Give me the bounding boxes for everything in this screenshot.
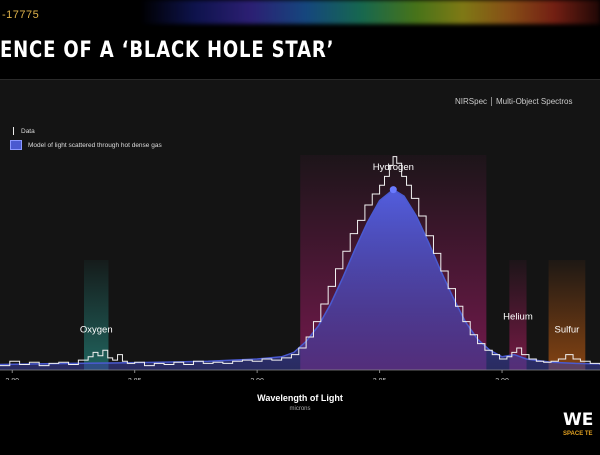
instrument-name: NIRSpec — [455, 97, 488, 106]
x-tick-label-2.80: 2.80 — [5, 378, 19, 380]
line-label-hydrogen: Hydrogen — [373, 162, 414, 173]
x-tick-label-2.95: 2.95 — [373, 378, 387, 380]
x-axis-unit: microns — [289, 406, 311, 412]
emission-band-helium — [509, 260, 527, 370]
legend-entry-data: Data — [10, 124, 162, 138]
line-label-helium: Helium — [503, 311, 533, 322]
spectrum-chart: 2.80 2.85 2.90 2.95 3.00 Oxygen Hydrogen Heliu… — [0, 155, 600, 380]
spectrum-banner — [140, 0, 600, 24]
page-title: ENCE OF A ‘BLACK HOLE STAR’ — [0, 38, 335, 63]
x-tick-label-3.00: 3.00 — [495, 378, 509, 380]
emission-band-oxygen — [84, 260, 109, 370]
legend-model-marker — [10, 140, 22, 150]
instrument-separator — [491, 97, 493, 107]
model-fill — [0, 189, 600, 370]
emission-band-sulfur — [548, 260, 586, 370]
legend-data-label: Data — [21, 127, 35, 135]
chart-legend: Data Model of light scattered through ho… — [10, 124, 162, 152]
legend-model-label: Model of light scattered through hot den… — [28, 141, 162, 149]
line-label-oxygen: Oxygen — [80, 325, 113, 336]
webb-logo: WE — [563, 410, 594, 430]
object-id: -17775 — [2, 9, 40, 21]
x-tick-label-2.85: 2.85 — [128, 378, 142, 380]
instrument-label: NIRSpec Multi-Object Spectros — [455, 97, 573, 107]
model-line — [0, 188, 600, 366]
line-label-sulfur: Sulfur — [555, 325, 580, 336]
legend-entry-model: Model of light scattered through hot den… — [10, 138, 162, 152]
data-spectrum — [0, 156, 600, 367]
webb-logo-subtext: SPACE TE — [563, 431, 593, 437]
model-peak-marker — [389, 186, 397, 194]
instrument-mode: Multi-Object Spectros — [496, 97, 573, 106]
x-axis-label: Wavelength of Light — [257, 393, 343, 403]
x-tick-label-2.90: 2.90 — [250, 378, 264, 380]
header-divider — [0, 79, 600, 80]
legend-data-marker — [13, 127, 14, 135]
